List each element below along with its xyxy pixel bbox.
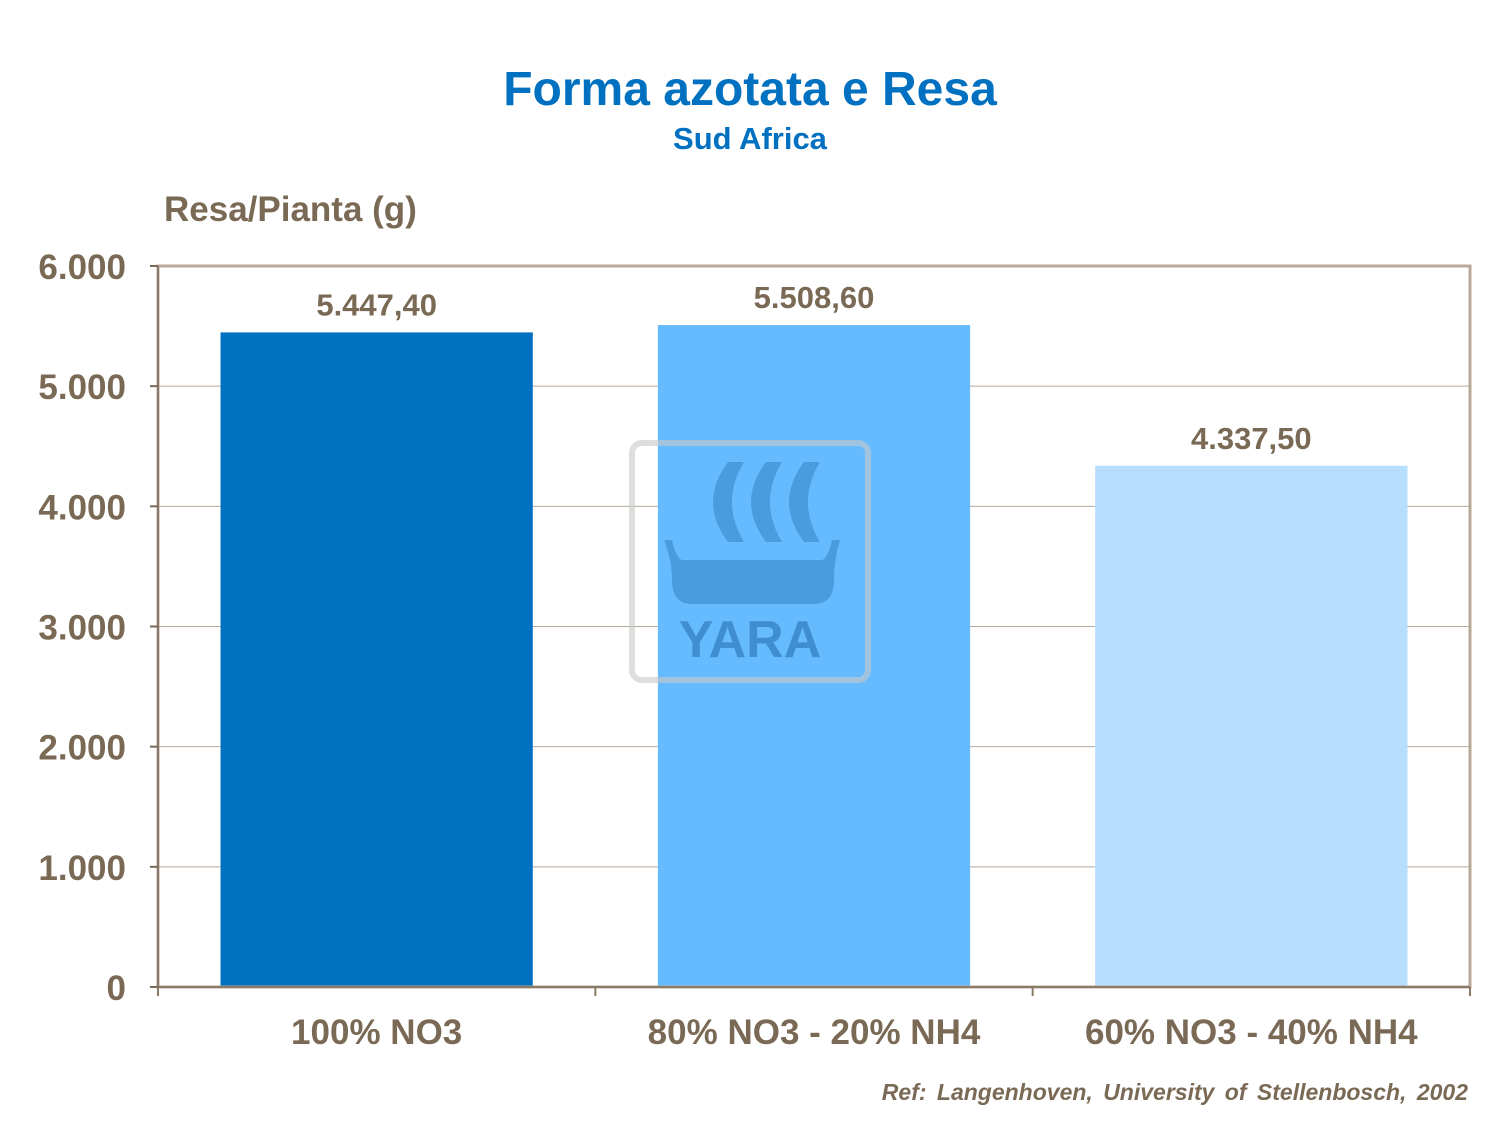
data-label: 5.508,60 xyxy=(754,280,875,315)
chart-subtitle: Sud Africa xyxy=(673,121,827,156)
bar xyxy=(220,332,533,987)
bar xyxy=(1095,465,1408,987)
x-axis-ticks: 100% NO3 80% NO3 - 20% NH4 60% NO3 - 40% N… xyxy=(157,987,1471,1052)
y-tick-label: 2.000 xyxy=(38,729,126,768)
bars xyxy=(220,325,1408,987)
y-tick-label: 5.000 xyxy=(38,368,126,407)
yara-logo-watermark: YARA xyxy=(629,440,871,683)
y-axis-ticks: 0 1.000 2.000 3.000 4.000 5.000 6.000 xyxy=(38,248,158,1008)
x-tick-label: 60% NO3 - 40% NH4 xyxy=(1085,1013,1418,1052)
data-labels: 5.447,40 5.508,60 4.337,50 xyxy=(316,280,1311,456)
x-tick-label: 80% NO3 - 20% NH4 xyxy=(648,1013,981,1052)
data-label: 5.447,40 xyxy=(316,287,437,322)
y-tick-label: 4.000 xyxy=(38,488,126,527)
reference-footnote: Ref: Langenhoven, University of Stellenb… xyxy=(881,1079,1468,1105)
y-tick-label: 1.000 xyxy=(38,849,126,888)
bar xyxy=(657,325,971,987)
watermark-text: YARA xyxy=(679,611,822,669)
y-tick-label: 3.000 xyxy=(38,609,126,648)
data-label: 4.337,50 xyxy=(1191,421,1312,456)
y-tick-label: 0 xyxy=(107,969,126,1008)
x-tick-label: 100% NO3 xyxy=(291,1013,462,1052)
y-axis-label: Resa/Pianta (g) xyxy=(164,190,417,229)
y-tick-label: 6.000 xyxy=(38,248,126,287)
chart-title: Forma azotata e Resa xyxy=(503,63,997,116)
